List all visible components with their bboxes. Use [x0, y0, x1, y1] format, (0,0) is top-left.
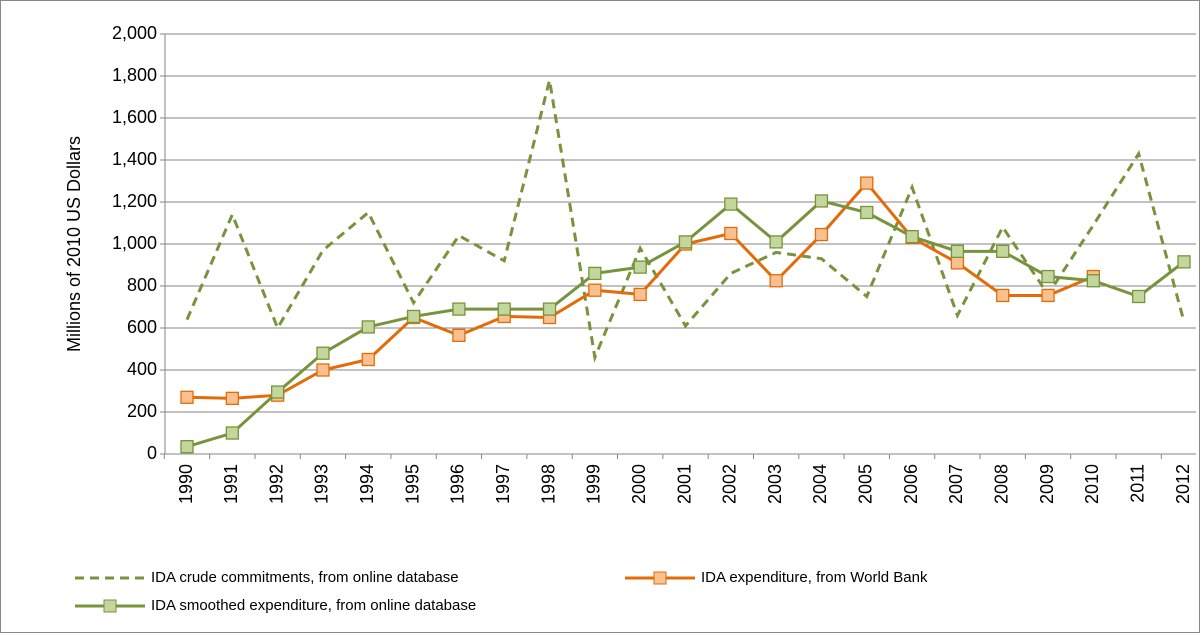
x-tick-label: 1996	[448, 464, 468, 504]
marker	[180, 439, 194, 454]
marker	[950, 244, 965, 259]
legend-label: IDA crude commitments, from online datab…	[151, 569, 459, 586]
marker	[1041, 288, 1055, 303]
x-tick-label: 1998	[538, 464, 558, 504]
x-tick-label: 2003	[765, 464, 785, 504]
y-tick-label: 1,400	[112, 149, 157, 169]
marker	[860, 176, 874, 190]
marker	[1177, 255, 1191, 269]
y-tick-label: 1,200	[112, 191, 157, 211]
marker	[361, 320, 375, 334]
x-tick-label: 2007	[946, 464, 966, 504]
x-tick-label: 1990	[176, 464, 196, 504]
marker	[497, 302, 511, 316]
legend-entry: IDA smoothed expenditure, from online da…	[75, 597, 476, 614]
marker	[769, 235, 783, 249]
x-tick-label: 1999	[584, 464, 604, 504]
marker	[588, 266, 602, 281]
x-tick-label: 1992	[266, 464, 286, 504]
y-tick-label: 0	[147, 443, 157, 463]
marker	[905, 229, 919, 244]
marker	[316, 346, 330, 360]
x-tick-label: 2005	[856, 464, 876, 504]
y-tick-label: 600	[127, 317, 157, 337]
x-tick-label: 1991	[221, 464, 241, 504]
legend-entry: IDA crude commitments, from online datab…	[75, 569, 459, 586]
legend-entry: IDA expenditure, from World Bank	[625, 569, 928, 586]
marker	[270, 385, 285, 399]
y-tick-label: 800	[127, 275, 157, 295]
marker	[724, 226, 738, 241]
y-tick-label: 2,000	[112, 23, 157, 43]
x-tick-label: 2002	[720, 464, 740, 504]
marker	[633, 260, 647, 274]
marker	[542, 302, 557, 316]
marker	[996, 288, 1010, 303]
series-line	[185, 79, 1186, 363]
marker	[361, 352, 375, 367]
x-tick-label: 2001	[674, 464, 694, 504]
y-tick-label: 1,800	[112, 65, 157, 85]
series	[185, 79, 1186, 363]
marker	[814, 227, 829, 242]
marker	[1086, 274, 1101, 288]
marker	[588, 283, 602, 297]
legend-marker	[103, 599, 117, 613]
legend-label: IDA smoothed expenditure, from online da…	[151, 597, 476, 614]
marker	[950, 256, 965, 270]
x-tick-label: 2008	[991, 464, 1011, 504]
legend-marker	[653, 571, 667, 585]
series	[180, 176, 1101, 406]
y-tick-label: 1,000	[112, 233, 157, 253]
x-tick-label: 2012	[1173, 464, 1193, 504]
x-tick-label: 1993	[312, 464, 332, 504]
y-axis-title: Millions of 2010 US Dollars	[64, 136, 84, 352]
marker	[225, 426, 239, 440]
x-tick-label: 2004	[810, 464, 830, 504]
marker	[724, 197, 738, 211]
x-tick-label: 1995	[402, 464, 422, 504]
x-tick-label: 2011	[1127, 464, 1147, 503]
x-tick-label: 2009	[1037, 464, 1057, 504]
x-tick-label: 1994	[357, 464, 377, 504]
x-tick-label: 2000	[629, 464, 649, 504]
marker	[1132, 289, 1146, 304]
legend-label: IDA expenditure, from World Bank	[701, 569, 928, 586]
marker	[633, 287, 647, 302]
x-tick-label: 1997	[493, 464, 513, 504]
marker	[996, 244, 1010, 259]
marker	[678, 235, 693, 249]
y-tick-label: 1,600	[112, 107, 157, 127]
marker	[452, 302, 466, 316]
marker	[180, 390, 194, 404]
marker	[860, 205, 874, 220]
x-tick-label: 2010	[1082, 464, 1102, 504]
marker	[316, 363, 330, 377]
marker	[452, 328, 466, 343]
marker	[769, 274, 783, 288]
marker	[1041, 269, 1055, 284]
y-tick-label: 200	[127, 401, 157, 421]
marker	[406, 309, 421, 324]
x-tick-label: 2006	[901, 464, 921, 504]
marker	[814, 194, 829, 208]
series	[180, 194, 1191, 454]
marker	[225, 391, 239, 406]
y-tick-label: 400	[127, 359, 157, 379]
